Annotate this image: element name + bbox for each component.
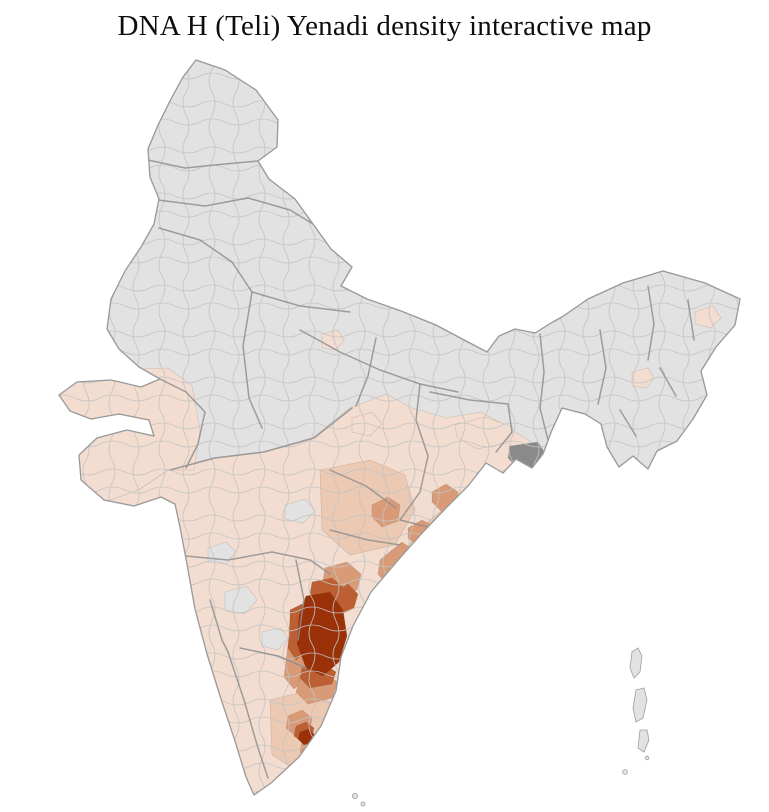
island-shape[interactable] [637, 729, 650, 753]
island-shape[interactable] [632, 687, 648, 723]
state-borders [147, 159, 695, 779]
page-title: DNA H (Teli) Yenadi density interactive … [117, 10, 652, 42]
island-shape[interactable] [629, 647, 643, 679]
island-speck [644, 755, 650, 761]
island-speck [351, 793, 358, 800]
island-speck [360, 801, 366, 807]
india-outline [58, 59, 741, 796]
island-speck [622, 769, 628, 775]
andaman-islands[interactable] [351, 647, 650, 807]
